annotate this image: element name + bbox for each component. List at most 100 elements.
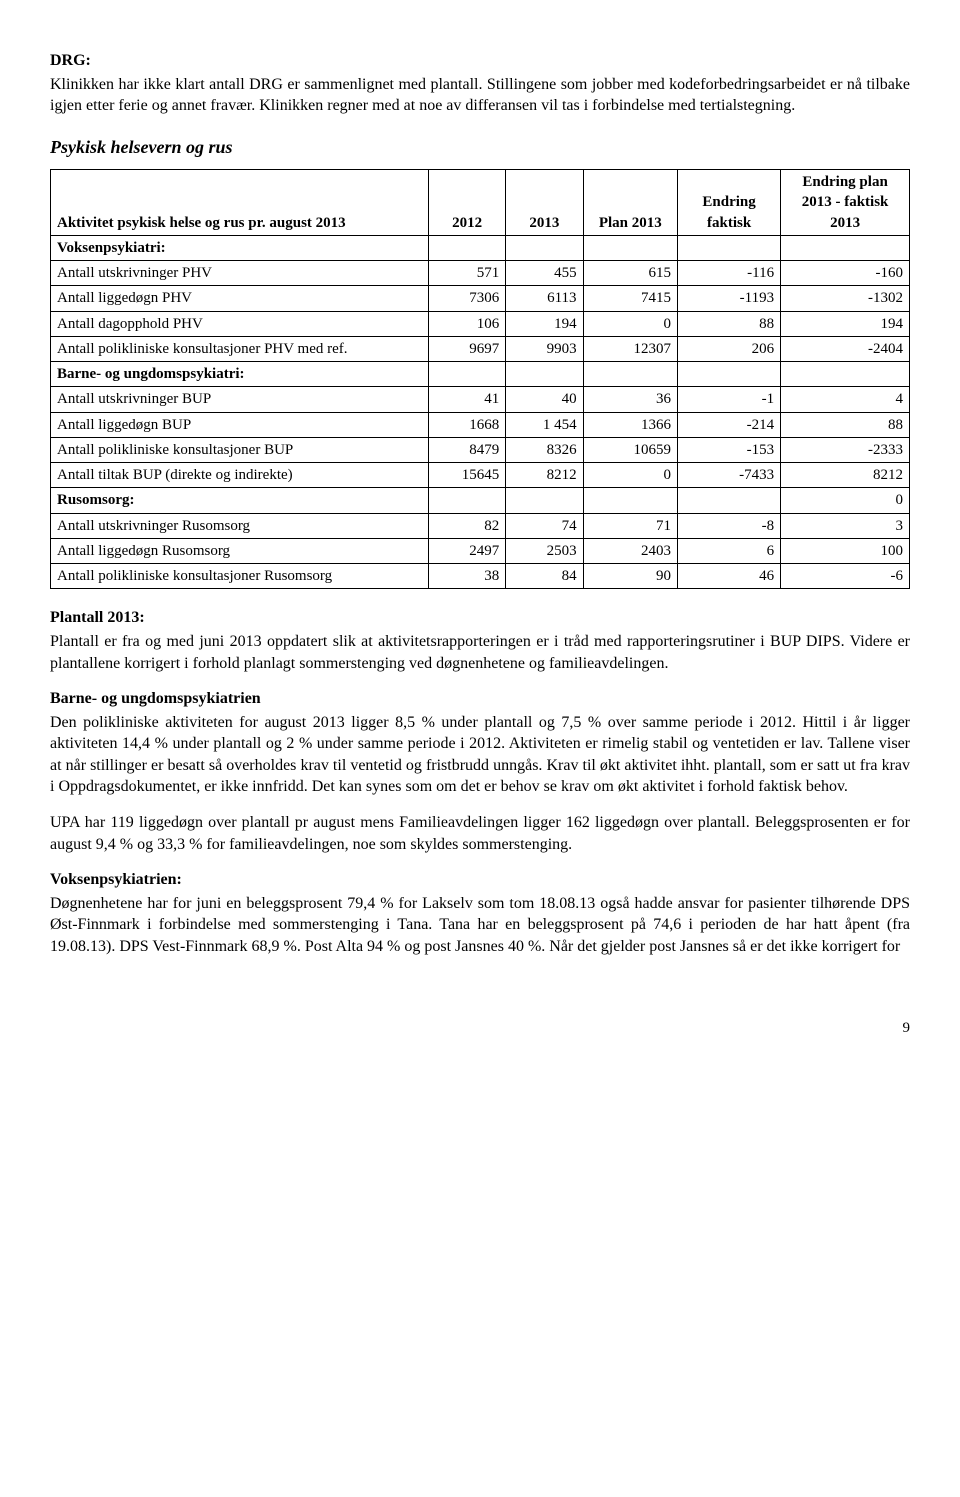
empty-cell	[428, 235, 505, 260]
empty-cell	[506, 362, 583, 387]
table-row: Antall utskrivninger BUP414036-14	[51, 387, 910, 412]
row-value: 455	[506, 261, 583, 286]
row-label: Antall utskrivninger PHV	[51, 261, 429, 286]
header-plan2013: Plan 2013	[583, 170, 677, 236]
row-value: 6	[678, 538, 781, 563]
drg-section: DRG: Klinikken har ikke klart antall DRG…	[50, 50, 910, 117]
row-value: 36	[583, 387, 677, 412]
table-row: Antall dagopphold PHV106194088194	[51, 311, 910, 336]
empty-cell	[678, 488, 781, 513]
header-endring-faktisk: Endring faktisk	[678, 170, 781, 236]
row-value: 12307	[583, 336, 677, 361]
row-label: Antall liggedøgn BUP	[51, 412, 429, 437]
table-row: Antall polikliniske konsultasjoner Rusom…	[51, 564, 910, 589]
row-value: -2404	[781, 336, 910, 361]
table-row: Antall liggedøgn BUP16681 4541366-21488	[51, 412, 910, 437]
row-value: 615	[583, 261, 677, 286]
row-value: 10659	[583, 437, 677, 462]
row-value: -2333	[781, 437, 910, 462]
row-value: 206	[678, 336, 781, 361]
voksen-section: Voksenpsykiatrien: Døgnenhetene har for …	[50, 869, 910, 957]
empty-cell	[678, 362, 781, 387]
row-value: 4	[781, 387, 910, 412]
table-row: Antall utskrivninger Rusomsorg827471-83	[51, 513, 910, 538]
row-label: Antall tiltak BUP (direkte og indirekte)	[51, 463, 429, 488]
row-value: -1	[678, 387, 781, 412]
row-value: 40	[506, 387, 583, 412]
row-value: 8212	[506, 463, 583, 488]
row-value: -160	[781, 261, 910, 286]
row-label: Antall utskrivninger Rusomsorg	[51, 513, 429, 538]
row-label: Antall polikliniske konsultasjoner BUP	[51, 437, 429, 462]
table-row: Antall tiltak BUP (direkte og indirekte)…	[51, 463, 910, 488]
row-value: 46	[678, 564, 781, 589]
header-activity: Aktivitet psykisk helse og rus pr. augus…	[51, 170, 429, 236]
row-value: 194	[781, 311, 910, 336]
table-row: Antall polikliniske konsultasjoner BUP84…	[51, 437, 910, 462]
row-label: Antall liggedøgn Rusomsorg	[51, 538, 429, 563]
table-section-row: Voksenpsykiatri:	[51, 235, 910, 260]
row-value: 84	[506, 564, 583, 589]
empty-cell	[506, 235, 583, 260]
row-value: -8	[678, 513, 781, 538]
empty-cell	[506, 488, 583, 513]
row-value: -116	[678, 261, 781, 286]
header-2013: 2013	[506, 170, 583, 236]
plantall-section: Plantall 2013: Plantall er fra og med ju…	[50, 607, 910, 674]
row-value: 571	[428, 261, 505, 286]
row-value: 1 454	[506, 412, 583, 437]
activity-table: Aktivitet psykisk helse og rus pr. augus…	[50, 169, 910, 589]
row-value: 41	[428, 387, 505, 412]
voksen-paragraph: Døgnenhetene har for juni en beleggspros…	[50, 893, 910, 958]
empty-cell	[583, 235, 677, 260]
empty-cell	[781, 235, 910, 260]
row-label: Antall dagopphold PHV	[51, 311, 429, 336]
row-value: -6	[781, 564, 910, 589]
row-label: Antall utskrivninger BUP	[51, 387, 429, 412]
empty-cell	[583, 362, 677, 387]
row-value: 74	[506, 513, 583, 538]
row-value: 0	[583, 463, 677, 488]
row-value: 15645	[428, 463, 505, 488]
row-value: 38	[428, 564, 505, 589]
row-value: 0	[583, 311, 677, 336]
row-value: 1366	[583, 412, 677, 437]
row-value: -214	[678, 412, 781, 437]
empty-cell: 0	[781, 488, 910, 513]
row-label: Antall polikliniske konsultasjoner PHV m…	[51, 336, 429, 361]
empty-cell	[583, 488, 677, 513]
empty-cell	[781, 362, 910, 387]
table-row: Antall polikliniske konsultasjoner PHV m…	[51, 336, 910, 361]
empty-cell	[678, 235, 781, 260]
row-value: -1193	[678, 286, 781, 311]
plantall-heading: Plantall 2013:	[50, 607, 910, 629]
table-row: Antall liggedøgn PHV730661137415-1193-13…	[51, 286, 910, 311]
row-value: 8479	[428, 437, 505, 462]
empty-cell	[428, 488, 505, 513]
upa-paragraph: UPA har 119 liggedøgn over plantall pr a…	[50, 812, 910, 855]
row-value: 7415	[583, 286, 677, 311]
bup-heading: Barne- og ungdomspsykiatrien	[50, 688, 910, 710]
empty-cell	[428, 362, 505, 387]
row-value: 9697	[428, 336, 505, 361]
row-value: 9903	[506, 336, 583, 361]
section-label: Barne- og ungdomspsykiatri:	[51, 362, 429, 387]
psykisk-heading: Psykisk helsevern og rus	[50, 135, 910, 159]
row-value: 2497	[428, 538, 505, 563]
table-row: Antall utskrivninger PHV571455615-116-16…	[51, 261, 910, 286]
row-value: 6113	[506, 286, 583, 311]
table-header-row: Aktivitet psykisk helse og rus pr. augus…	[51, 170, 910, 236]
drg-paragraph: Klinikken har ikke klart antall DRG er s…	[50, 74, 910, 117]
row-value: 3	[781, 513, 910, 538]
row-value: -1302	[781, 286, 910, 311]
page-number: 9	[50, 1018, 910, 1038]
row-value: 194	[506, 311, 583, 336]
plantall-paragraph: Plantall er fra og med juni 2013 oppdate…	[50, 631, 910, 674]
row-value: 8212	[781, 463, 910, 488]
header-endring-plan: Endring plan 2013 - faktisk 2013	[781, 170, 910, 236]
row-value: 8326	[506, 437, 583, 462]
row-value: 2403	[583, 538, 677, 563]
section-label: Rusomsorg:	[51, 488, 429, 513]
bup-section: Barne- og ungdomspsykiatrien Den polikli…	[50, 688, 910, 798]
table-section-row: Rusomsorg: 0	[51, 488, 910, 513]
